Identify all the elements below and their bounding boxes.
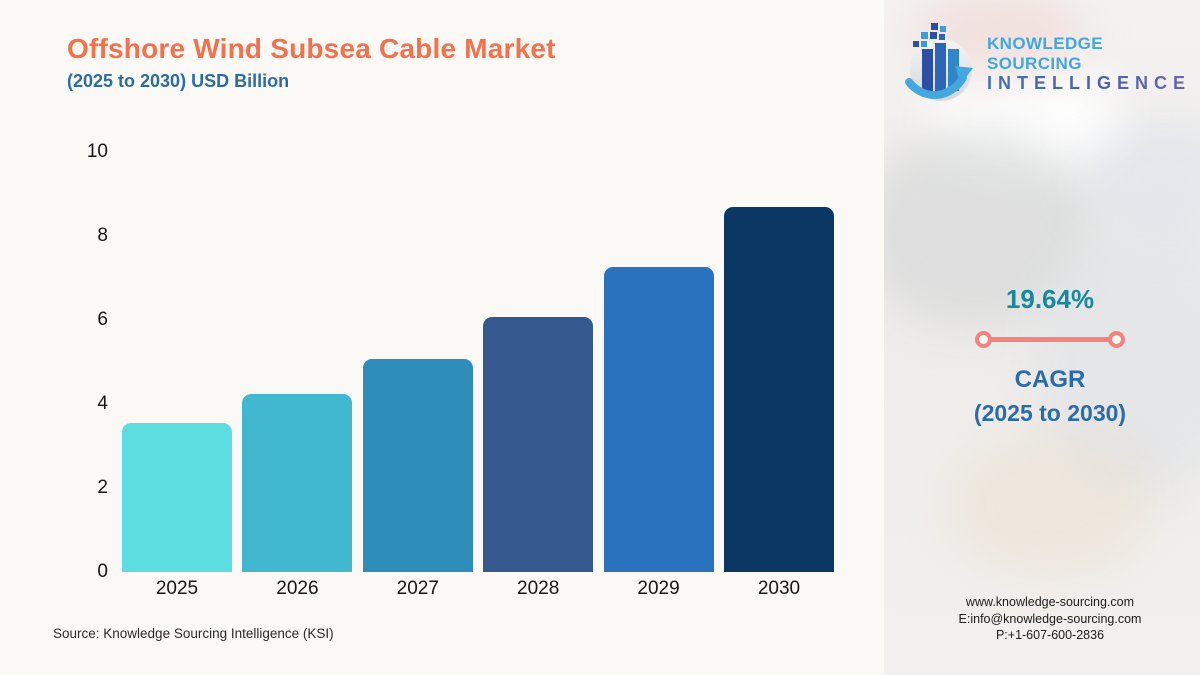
page-title: Offshore Wind Subsea Cable Market	[67, 33, 556, 64]
y-tick-label: 2	[97, 477, 108, 498]
bar-2028	[483, 317, 594, 572]
bar-2027	[362, 359, 473, 572]
cagr-block: 19.64% CAGR (2025 to 2030)	[900, 284, 1200, 427]
x-tick-label: 2027	[396, 578, 439, 599]
right-panel-background	[884, 0, 1200, 675]
bar-2029	[603, 267, 714, 572]
x-tick-label: 2025	[155, 578, 199, 599]
y-tick-label: 6	[97, 309, 108, 330]
brand-logo-text: KNOWLEDGE SOURCING INTELLIGENCE	[987, 34, 1200, 94]
bar-2025	[122, 423, 232, 572]
brand-name-line2: INTELLIGENCE	[987, 73, 1200, 94]
y-axis: 0 2 4 6 8 10	[40, 141, 108, 582]
page-subtitle: (2025 to 2030) USD Billion	[67, 71, 290, 91]
y-tick-label: 4	[97, 393, 108, 414]
x-tick-label: 2028	[517, 578, 560, 599]
y-tick-label: 10	[86, 141, 108, 162]
cagr-divider-line	[975, 331, 1125, 348]
plot-area	[122, 152, 834, 572]
y-tick-label: 0	[97, 561, 108, 582]
source-note: Source: Knowledge Sourcing Intelligence …	[53, 626, 334, 641]
cagr-period: (2025 to 2030)	[973, 400, 1127, 426]
bar-2026	[242, 394, 353, 572]
x-tick-label: 2030	[757, 578, 801, 599]
contact-block: www.knowledge-sourcing.com E:info@knowle…	[890, 594, 1200, 644]
contact-phone: P:+1-607-600-2836	[995, 628, 1105, 642]
cagr-line-endpoint-icon	[1108, 331, 1125, 348]
cagr-line-endpoint-icon	[975, 331, 992, 348]
background-blur-blob	[1034, 230, 1200, 490]
brand-logo: KNOWLEDGE SOURCING INTELLIGENCE	[903, 22, 1200, 106]
background-blur-blob	[944, 430, 1154, 580]
x-tick-label: 2029	[637, 578, 680, 599]
y-tick-label: 8	[97, 225, 108, 246]
contact-email: E:info@knowledge-sourcing.com	[958, 611, 1142, 626]
brand-name-line1: KNOWLEDGE SOURCING	[987, 34, 1103, 73]
contact-website: www.knowledge-sourcing.com	[965, 595, 1135, 609]
globe-bars-arrow-icon	[903, 22, 979, 106]
x-axis: 2025 2026 2027 2028 2029 2030	[122, 578, 834, 600]
cagr-label: CAGR	[1014, 366, 1086, 393]
cagr-value: 19.64%	[1005, 284, 1095, 314]
x-tick-label: 2026	[276, 578, 319, 599]
bar-2030	[723, 207, 834, 572]
